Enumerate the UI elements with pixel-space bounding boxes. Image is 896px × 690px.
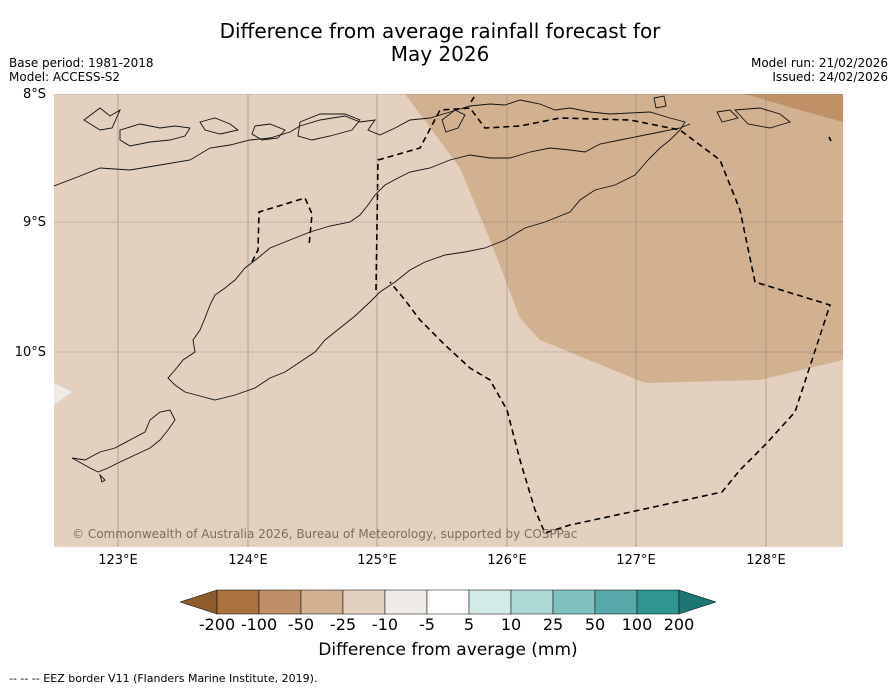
eez-top (470, 94, 477, 103)
legend-tick: 50 (584, 615, 606, 634)
legend-tick: -10 (371, 615, 399, 634)
lon-label-123e: 123°E (98, 553, 138, 568)
lon-label-127e: 127°E (616, 553, 656, 568)
meta-right: Model run: 21/02/2026 Issued: 24/02/2026 (751, 56, 888, 84)
eez-borders (251, 94, 832, 534)
title-line-1: Difference from average rainfall forecas… (219, 19, 661, 43)
legend-tick: 10 (500, 615, 522, 634)
legend-tick: 5 (463, 615, 475, 634)
timor-coast (54, 99, 691, 401)
colorbar-high-arrow (678, 589, 717, 615)
legend-tick: -25 (329, 615, 357, 634)
lat-label-9s: 9°S (22, 215, 46, 230)
legend-tick: 200 (663, 615, 695, 634)
lat-label-10s: 10°S (14, 345, 46, 360)
north-islands (83, 107, 361, 147)
driest-region (745, 94, 843, 122)
model-name: Model: ACCESS-S2 (9, 70, 121, 84)
colorbar-low-arrow (179, 589, 218, 615)
lon-label-128e: 128°E (746, 553, 786, 568)
sw-island (71, 409, 176, 483)
eez-west (251, 197, 313, 263)
legend-tick: -50 (287, 615, 315, 634)
base-period: Base period: 1981-2018 (9, 56, 154, 70)
legend-tick: 100 (621, 615, 653, 634)
lat-label-8s: 8°S (22, 87, 46, 102)
eez-north (375, 107, 832, 534)
model-run: Model run: 21/02/2026 (750, 56, 888, 70)
legend-tick: -200 (198, 615, 236, 634)
eez-footnote: -- -- -- EEZ border V11 (Flanders Marine… (9, 672, 318, 685)
gridlines (54, 94, 843, 353)
page-title: Difference from average rainfall forecas… (170, 20, 710, 66)
lon-label-126e: 126°E (487, 553, 527, 568)
coastlines (54, 95, 791, 483)
lon-label-125e: 125°E (357, 553, 397, 568)
east-islands (441, 95, 791, 133)
near-average-region (54, 383, 72, 405)
legend-title: Difference from average (mm) (318, 640, 578, 660)
copyright-notice: © Commonwealth of Australia 2026, Bureau… (72, 527, 578, 541)
title-line-2: May 2026 (390, 42, 490, 66)
colorbar (179, 589, 717, 615)
legend-tick: -5 (419, 615, 435, 634)
drier-region (405, 94, 843, 383)
legend-tick: -100 (240, 615, 278, 634)
eez-east-tick (828, 136, 832, 142)
lon-label-124e: 124°E (228, 553, 268, 568)
meta-left: Base period: 1981-2018 Model: ACCESS-S2 (9, 56, 154, 84)
issued-date: Issued: 24/02/2026 (772, 70, 888, 84)
legend-tick: 25 (542, 615, 564, 634)
